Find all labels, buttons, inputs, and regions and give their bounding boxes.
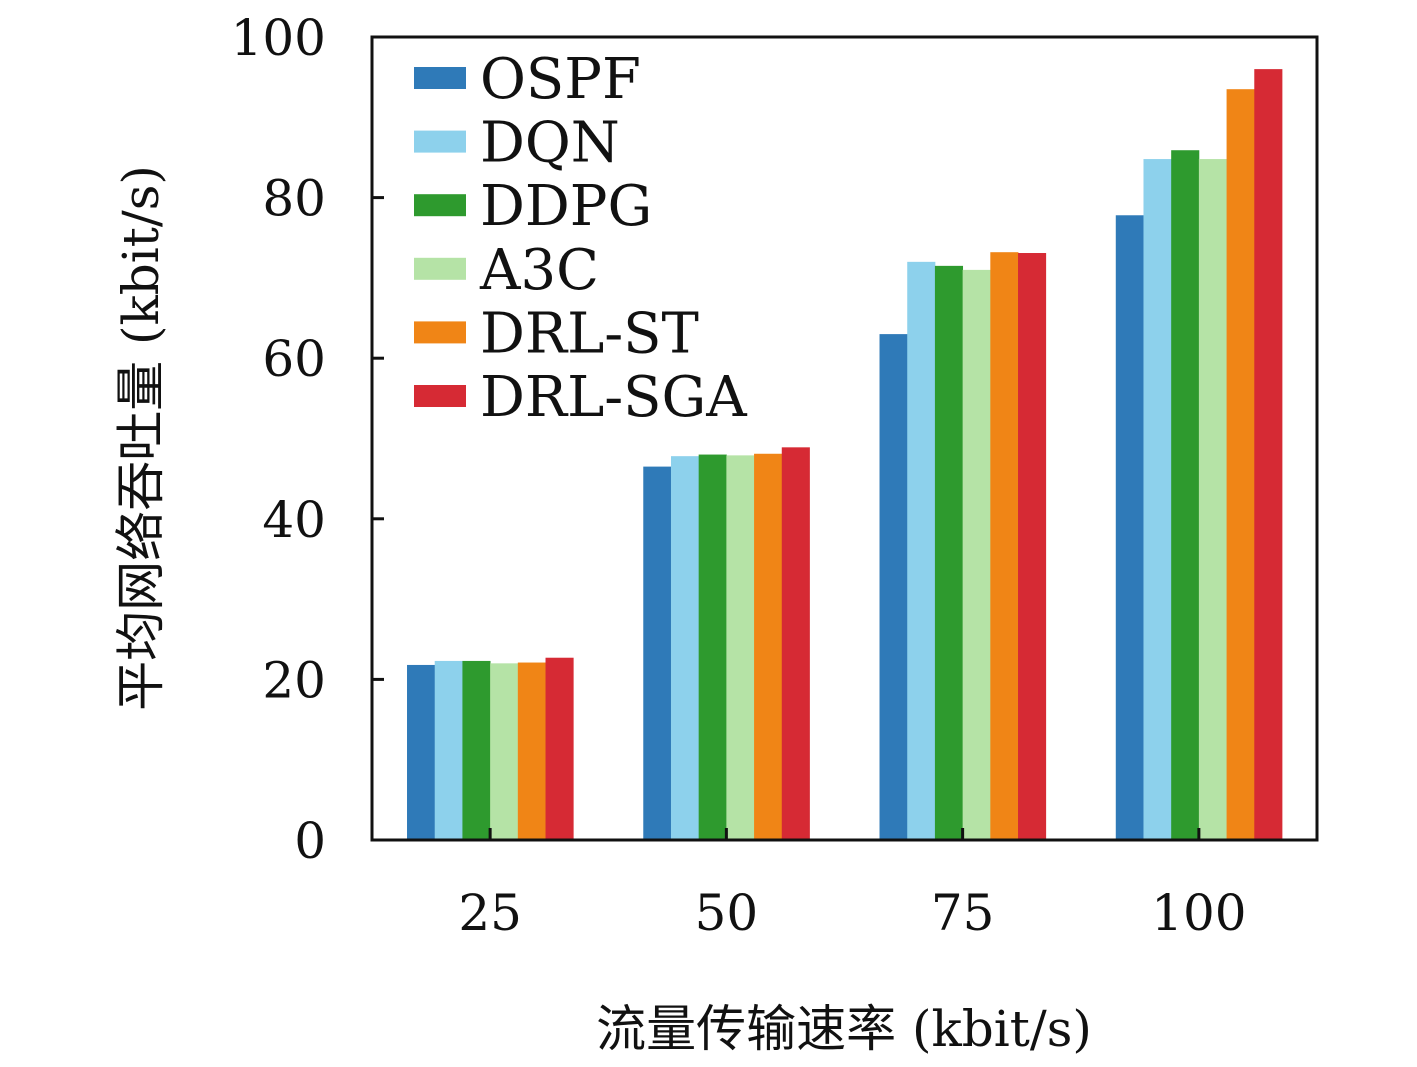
bar-ddpg-100: [1171, 150, 1200, 841]
x-tick-label-75: 75: [931, 884, 995, 942]
bar-a3c-25: [490, 663, 519, 840]
bar-ospf-100: [1115, 215, 1144, 840]
bar-drl-st-50: [754, 453, 783, 840]
legend-label-ospf: OSPF: [480, 47, 641, 112]
legend-swatch-ospf: [414, 67, 466, 89]
bar-dqn-75: [907, 261, 936, 841]
legend-swatch-dqn: [414, 130, 466, 153]
bar-a3c-50: [726, 455, 755, 840]
bar-ospf-75: [879, 334, 908, 840]
y-tick-label-60: 60: [262, 330, 326, 388]
legend-label-dqn: DQN: [480, 111, 620, 176]
y-tick-label-40: 40: [262, 491, 326, 549]
y-tick-label-80: 80: [262, 170, 326, 228]
bar-ospf-25: [407, 664, 436, 840]
legend-label-a3c: A3C: [479, 238, 599, 303]
bar-drl-sga-50: [781, 447, 810, 840]
x-tick-label-50: 50: [695, 884, 759, 942]
bar-dqn-25: [434, 660, 463, 840]
bar-drl-st-100: [1226, 89, 1255, 840]
legend-label-drl-sga: DRL-SGA: [480, 365, 747, 430]
legend-swatch-ddpg: [414, 194, 466, 217]
bar-dqn-100: [1143, 159, 1172, 840]
ticks-group: 25 50 75 100 0 20 40 60 80 100: [231, 9, 1247, 942]
bars-group: [407, 69, 1283, 841]
legend-label-drl-st: DRL-ST: [480, 301, 699, 366]
legend-swatch-drl-sga: [414, 385, 466, 407]
bar-drl-sga-100: [1254, 69, 1283, 841]
bar-drl-st-25: [517, 662, 546, 840]
bar-ddpg-25: [462, 660, 491, 840]
bar-dqn-50: [670, 456, 700, 840]
y-tick-label-0: 0: [294, 812, 326, 870]
legend-swatch-a3c: [414, 257, 466, 280]
legend-label-ddpg: DDPG: [480, 174, 652, 239]
bar-drl-sga-25: [545, 657, 574, 840]
x-tick-label-100: 100: [1151, 884, 1246, 942]
y-tick-label-100: 100: [231, 9, 326, 67]
bar-ddpg-75: [934, 265, 964, 840]
bar-ddpg-50: [698, 454, 727, 840]
plot-frame: [370, 35, 1319, 842]
bar-a3c-100: [1198, 159, 1227, 840]
bar-drl-st-75: [990, 252, 1019, 840]
y-axis-title: 平均网络吞吐量 (kbit/s): [112, 165, 170, 711]
bar-ospf-50: [643, 466, 672, 840]
bar-a3c-75: [962, 269, 991, 840]
x-axis-title: 流量传输速率 (kbit/s): [596, 1000, 1092, 1058]
bar-drl-sga-75: [1018, 253, 1047, 840]
legend-swatch-drl-st: [414, 321, 466, 344]
y-tick-label-20: 20: [262, 651, 326, 709]
x-tick-label-25: 25: [458, 884, 522, 942]
